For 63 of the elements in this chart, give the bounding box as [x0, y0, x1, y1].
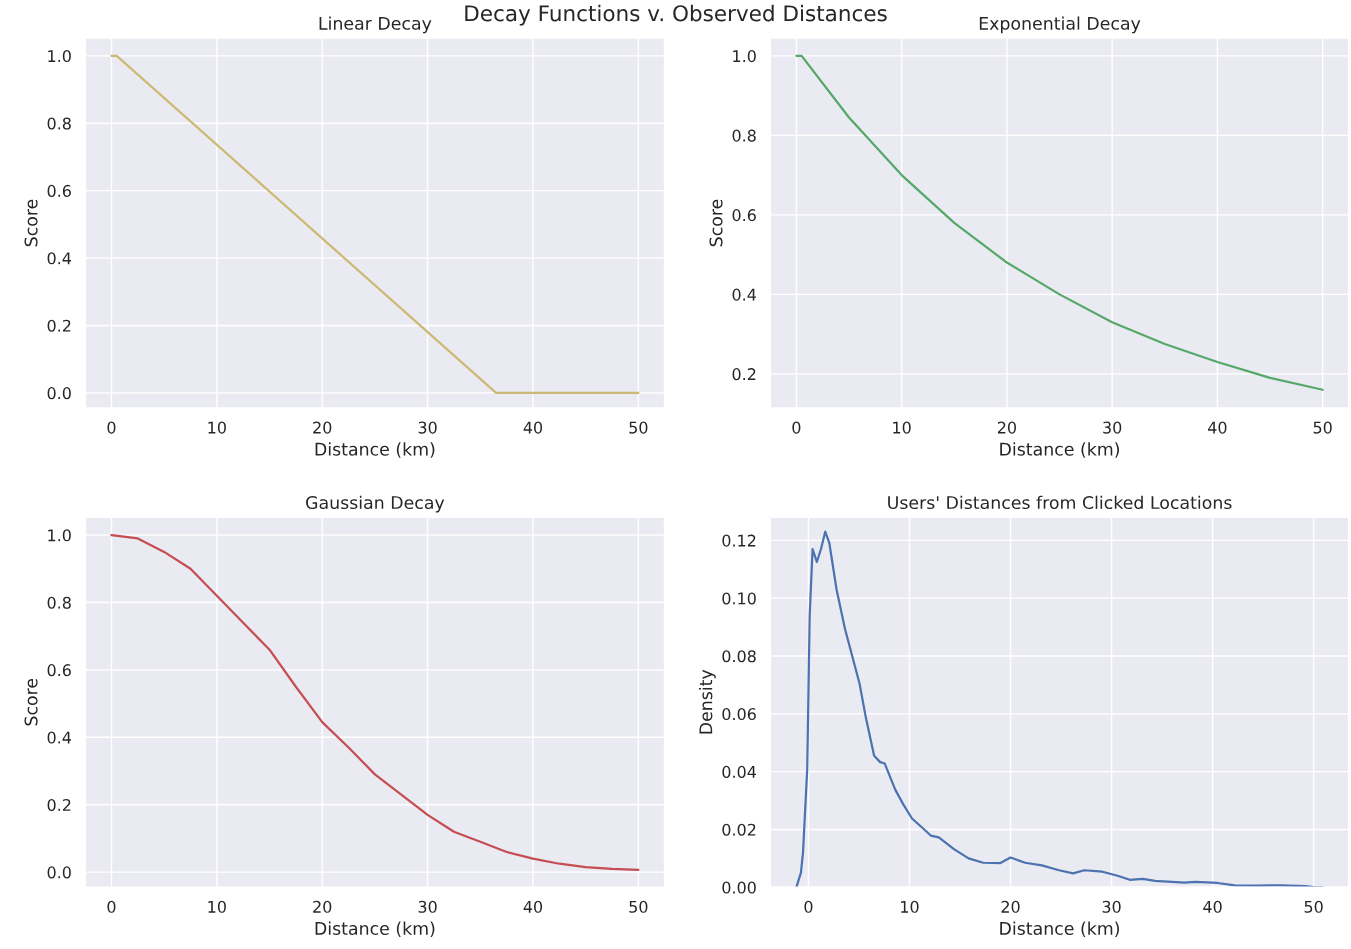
x-tick-label: 20: [313, 900, 332, 913]
x-tick-label: 40: [1208, 421, 1227, 434]
y-tick-label: 0.8: [47, 117, 71, 130]
y-tick-label: 0.10: [722, 592, 756, 605]
y-tick-label: 0.00: [722, 881, 756, 894]
x-axis-title: Distance (km): [1000, 442, 1119, 458]
y-tick-label: 0.02: [722, 823, 756, 836]
y-tick-label: 0.6: [732, 209, 756, 222]
x-axis-title: Distance (km): [315, 921, 435, 937]
line-series: [110, 533, 640, 871]
y-tick-label: 0.8: [732, 129, 756, 142]
chart-title: Users' Distances from Clicked Locations: [888, 495, 1232, 510]
x-tick-label: 40: [523, 900, 543, 913]
y-tick-label: 0.4: [732, 288, 756, 301]
y-tick-label: 0.8: [47, 596, 71, 609]
line-series: [795, 54, 1324, 391]
x-tick-label: 0: [792, 421, 801, 434]
x-tick-label: 10: [208, 900, 226, 913]
x-tick-label: 30: [1102, 900, 1121, 913]
chart-title: Gaussian Decay: [306, 495, 445, 513]
x-tick-label: 20: [997, 421, 1016, 434]
y-tick-label: 0.4: [47, 252, 72, 265]
x-tick-label: 40: [1203, 900, 1222, 913]
y-tick-label: 1.0: [48, 50, 71, 63]
x-tick-label: 40: [523, 421, 543, 434]
x-tick-label: 10: [208, 421, 226, 434]
x-tick-label: 0: [107, 900, 116, 913]
y-tick-label: 0.08: [722, 650, 756, 663]
y-tick-label: 0.06: [722, 708, 756, 721]
y-tick-label: 1.0: [733, 50, 756, 63]
chart-title: Linear Decay: [319, 16, 432, 34]
y-tick-label: 0.2: [732, 368, 756, 381]
y-tick-label: 0.04: [722, 765, 756, 778]
x-tick-label: 20: [313, 421, 332, 434]
y-tick-label: 0.0: [47, 387, 71, 400]
y-axis-title: Score: [24, 678, 38, 726]
x-tick-label: 30: [418, 421, 437, 434]
text: Decay Functions v. Observed Distances: [465, 4, 887, 26]
x-tick-label: 0: [107, 421, 116, 434]
x-tick-label: 50: [1313, 421, 1332, 434]
x-tick-label: 30: [1103, 421, 1122, 434]
x-tick-label: 50: [629, 900, 648, 913]
x-tick-label: 50: [629, 421, 648, 434]
y-tick-label: 0.12: [722, 534, 756, 547]
y-axis-title: Score: [709, 199, 723, 247]
x-axis-title: Distance (km): [1000, 921, 1119, 937]
x-tick-label: 30: [418, 900, 437, 913]
x-axis-title: Distance (km): [315, 442, 435, 458]
chart-title: Exponential Decay: [979, 16, 1141, 34]
x-tick-label: 10: [901, 900, 919, 913]
y-tick-label: 0.6: [47, 184, 71, 197]
y-axis-title: Density: [698, 669, 716, 734]
y-tick-label: 0.2: [47, 798, 71, 812]
x-tick-label: 50: [1304, 900, 1323, 913]
y-tick-label: 0.2: [47, 319, 71, 332]
x-tick-label: 10: [893, 421, 911, 434]
x-tick-label: 0: [804, 900, 813, 913]
y-axis-title: Score: [24, 199, 38, 247]
y-tick-label: 0.4: [47, 731, 72, 744]
y-tick-label: 0.0: [47, 866, 71, 879]
y-tick-label: 1.0: [48, 529, 71, 542]
x-tick-label: 20: [1001, 900, 1020, 913]
y-tick-label: 0.6: [47, 664, 71, 677]
